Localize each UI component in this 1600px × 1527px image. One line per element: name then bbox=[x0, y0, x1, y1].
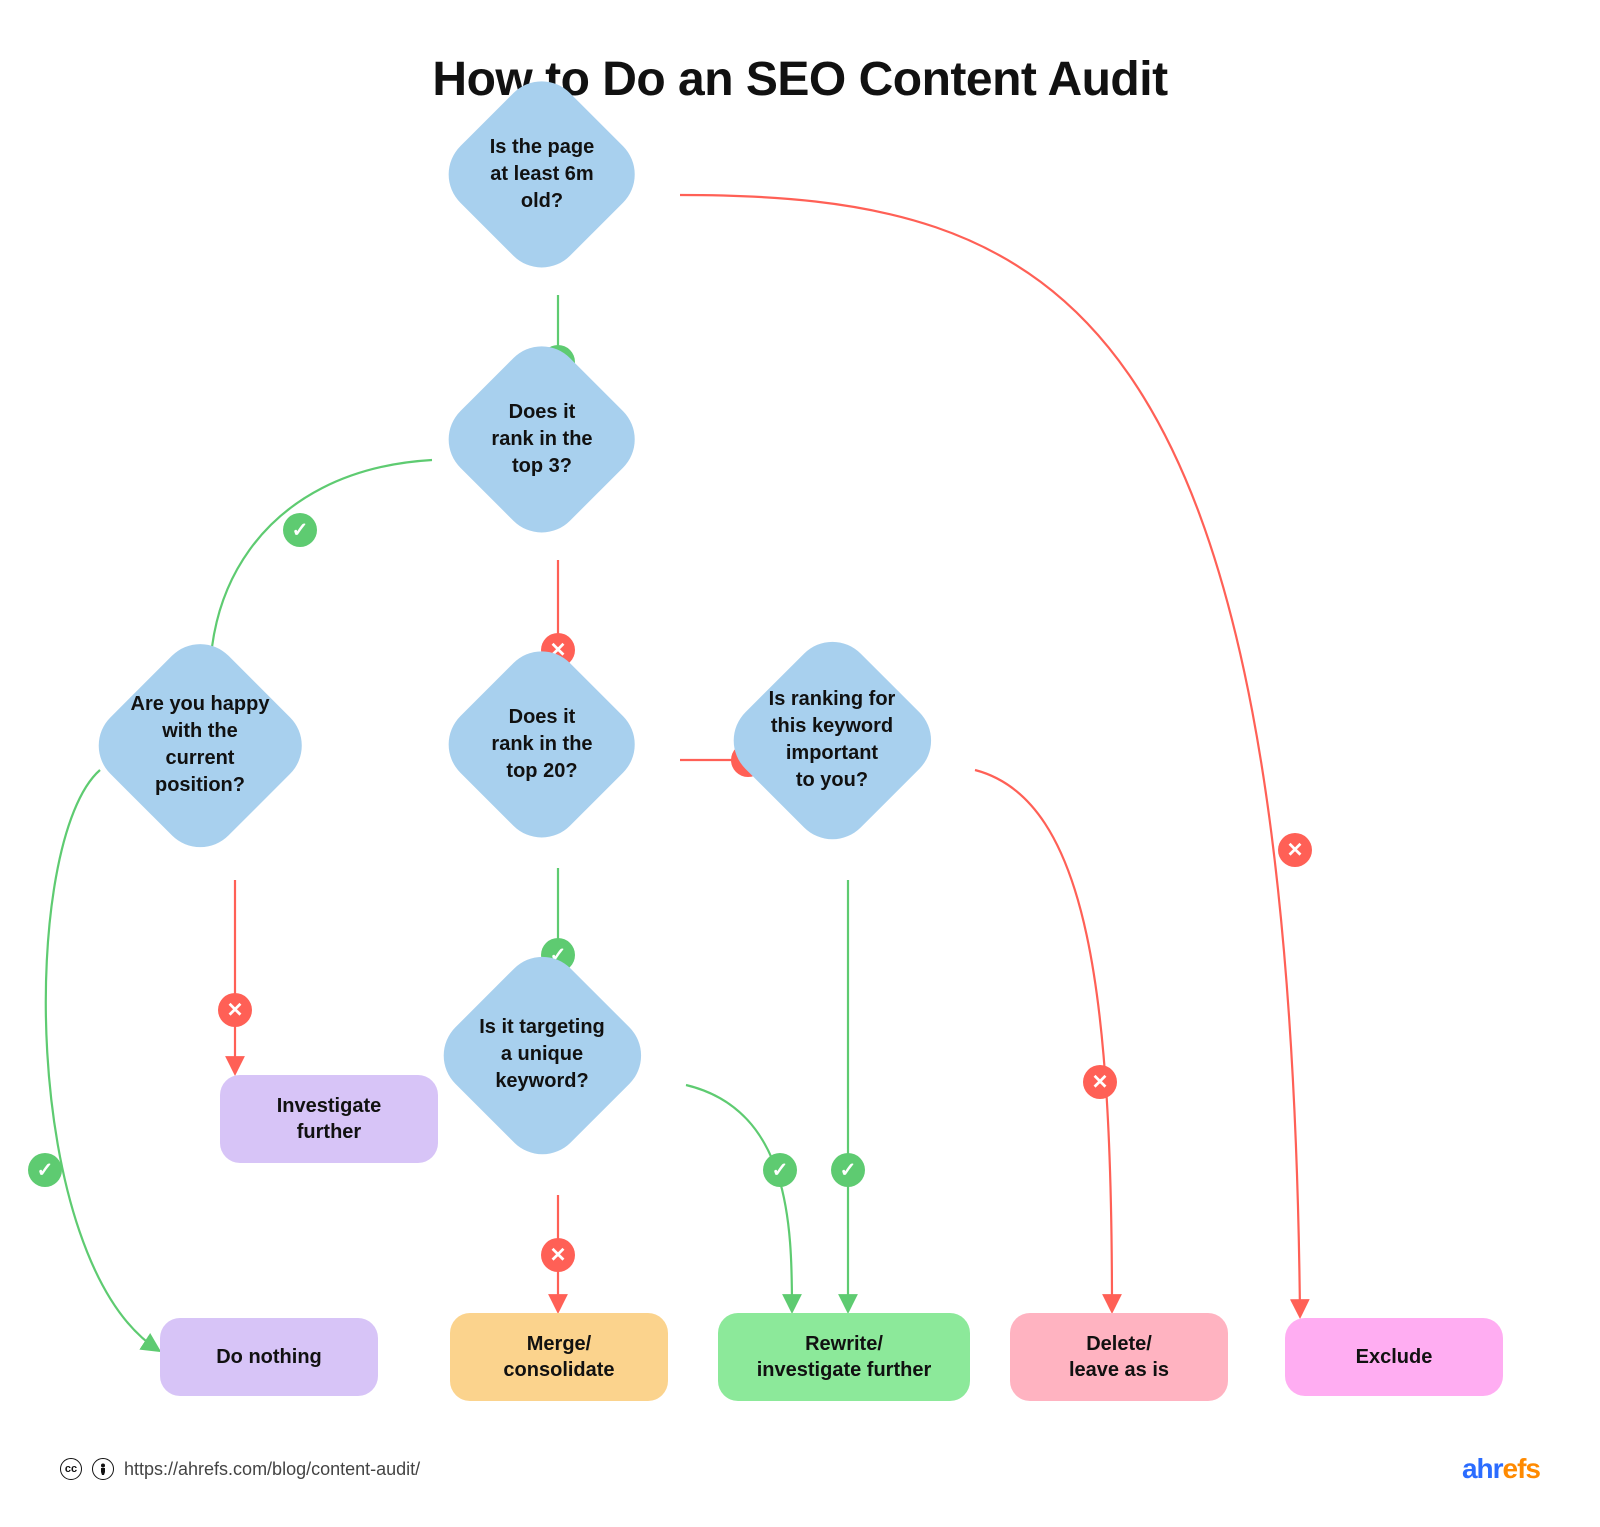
svg-text:✕: ✕ bbox=[1092, 1071, 1109, 1093]
edge bbox=[975, 770, 1112, 1310]
outcome-node: Delete/ leave as is bbox=[1010, 1313, 1228, 1401]
svg-text:✓: ✓ bbox=[840, 1159, 857, 1181]
cc-attribution-icon bbox=[92, 1458, 114, 1480]
no-badge: ✕ bbox=[541, 1238, 575, 1272]
svg-text:✕: ✕ bbox=[550, 1244, 567, 1266]
yes-badge: ✓ bbox=[763, 1153, 797, 1187]
footer-url: https://ahrefs.com/blog/content-audit/ bbox=[124, 1459, 420, 1480]
decision-node: Does it rank in the top 20? bbox=[464, 667, 619, 822]
decision-node: Is it targeting a unique keyword? bbox=[461, 974, 624, 1137]
yes-badge: ✓ bbox=[28, 1153, 62, 1187]
decision-label: Does it rank in the top 20? bbox=[479, 704, 604, 785]
decision-label: Is ranking for this keyword important to… bbox=[757, 686, 908, 794]
outcome-node: Exclude bbox=[1285, 1318, 1503, 1396]
ahrefs-logo: ahrefs bbox=[1462, 1453, 1540, 1485]
logo-part-1: ahr bbox=[1462, 1453, 1503, 1484]
no-badge: ✕ bbox=[1278, 833, 1312, 867]
decision-node: Is the page at least 6m old? bbox=[464, 97, 619, 252]
svg-text:✓: ✓ bbox=[37, 1159, 54, 1181]
decision-node: Are you happy with the current position? bbox=[117, 662, 284, 829]
edge bbox=[46, 770, 158, 1350]
edge bbox=[686, 1085, 792, 1310]
yes-badge: ✓ bbox=[283, 513, 317, 547]
decision-node: Is ranking for this keyword important to… bbox=[751, 659, 914, 822]
no-badge: ✕ bbox=[218, 993, 252, 1027]
outcome-node: Merge/ consolidate bbox=[450, 1313, 668, 1401]
decision-label: Is the page at least 6m old? bbox=[478, 134, 606, 215]
decision-label: Are you happy with the current position? bbox=[117, 691, 284, 799]
outcome-node: Do nothing bbox=[160, 1318, 378, 1396]
cc-license-icon: cc bbox=[60, 1458, 82, 1480]
svg-text:✓: ✓ bbox=[772, 1159, 789, 1181]
yes-badge: ✓ bbox=[831, 1153, 865, 1187]
logo-part-2: efs bbox=[1503, 1453, 1540, 1484]
svg-text:✕: ✕ bbox=[227, 999, 244, 1021]
no-badge: ✕ bbox=[1083, 1065, 1117, 1099]
footer: cc https://ahrefs.com/blog/content-audit… bbox=[60, 1453, 1540, 1485]
outcome-node: Investigate further bbox=[220, 1075, 438, 1163]
decision-node: Does it rank in the top 3? bbox=[464, 362, 619, 517]
decision-label: Is it targeting a unique keyword? bbox=[467, 1014, 617, 1095]
svg-text:✕: ✕ bbox=[1287, 839, 1304, 861]
outcome-node: Rewrite/ investigate further bbox=[718, 1313, 970, 1401]
svg-text:✓: ✓ bbox=[292, 519, 309, 541]
decision-label: Does it rank in the top 3? bbox=[479, 399, 604, 480]
